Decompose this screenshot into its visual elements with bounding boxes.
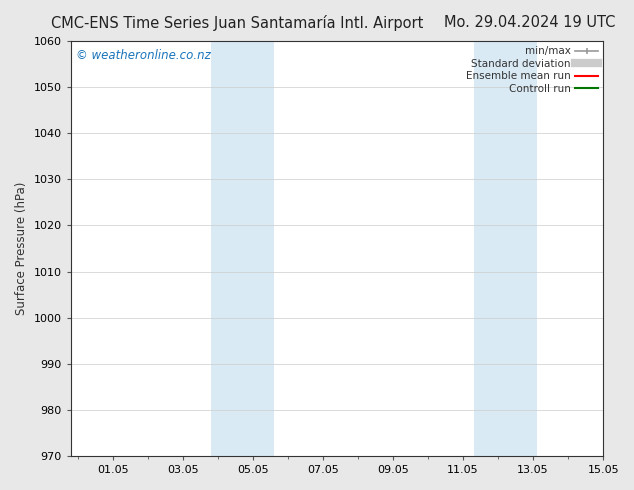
Text: CMC-ENS Time Series Juan Santamaría Intl. Airport: CMC-ENS Time Series Juan Santamaría Intl… [51, 15, 423, 31]
Text: Mo. 29.04.2024 19 UTC: Mo. 29.04.2024 19 UTC [444, 15, 615, 30]
Bar [474, 41, 536, 456]
Text: © weatheronline.co.nz: © weatheronline.co.nz [76, 49, 210, 62]
Bar [211, 41, 274, 456]
Legend: min/max, Standard deviation, Ensemble mean run, Controll run: min/max, Standard deviation, Ensemble me… [466, 46, 598, 94]
Y-axis label: Surface Pressure (hPa): Surface Pressure (hPa) [15, 182, 28, 315]
